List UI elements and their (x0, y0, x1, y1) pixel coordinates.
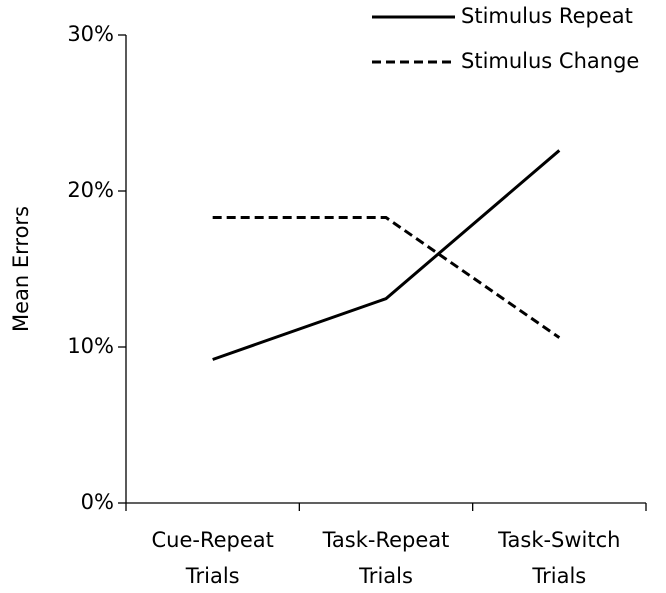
y-tick-label: 10% (67, 334, 114, 358)
legend-label: Stimulus Repeat (461, 4, 633, 28)
line-series (212, 149, 561, 361)
y-tick-label: 20% (67, 178, 114, 202)
x-tick-label: Cue-Repeat Trials (151, 528, 273, 588)
line-series (212, 216, 561, 339)
y-tick-label: 30% (67, 22, 114, 46)
y-axis-label: Mean Errors (9, 206, 33, 332)
legend-label: Stimulus Change (461, 49, 639, 73)
x-tick-label: Task-Switch Trials (497, 528, 620, 588)
y-tick-label: 0% (81, 490, 114, 514)
x-tick-label: Task-Repeat Trials (322, 528, 450, 588)
